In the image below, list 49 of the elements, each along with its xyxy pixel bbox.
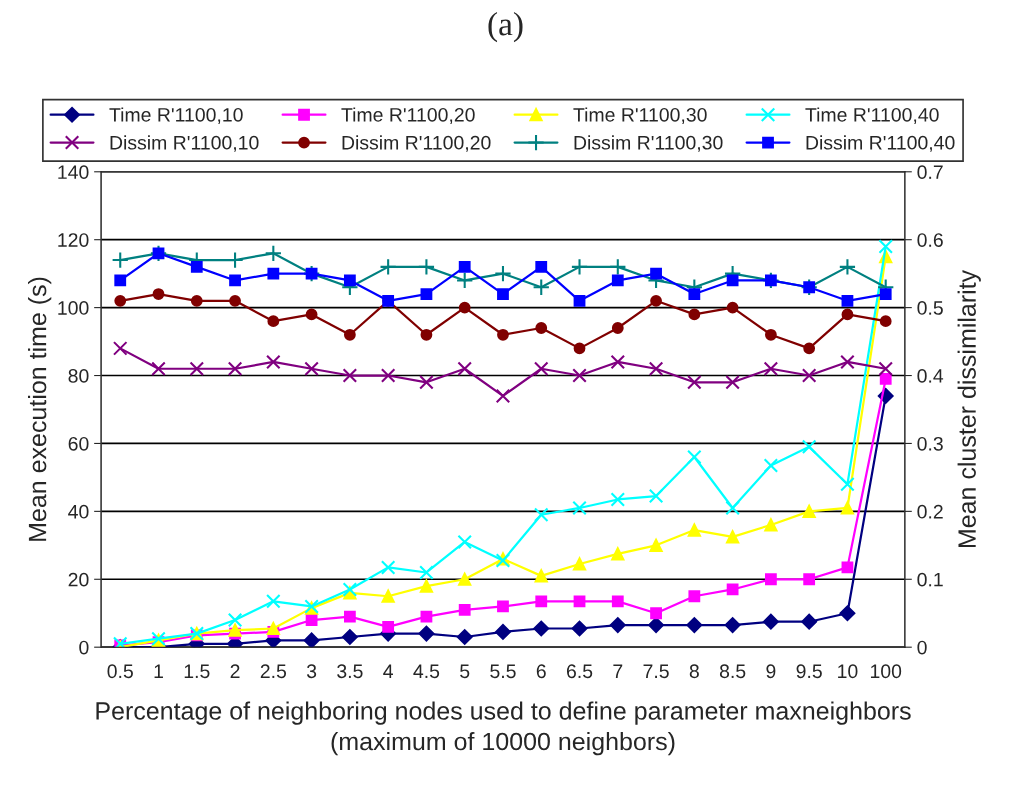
x-tick-label: 7 [613, 664, 623, 678]
legend-label: Time R'1100,40 [805, 107, 939, 125]
y2-tick-label: 0.1 [917, 572, 943, 587]
x-tick-label: 8.5 [719, 664, 746, 679]
y-tick-label: 60 [68, 436, 89, 451]
legend-label: Time R'1100,30 [573, 107, 707, 125]
x-tick-label: 5 [460, 664, 470, 679]
x-tick-label: 100 [870, 664, 902, 679]
x-tick-label: 1 [154, 664, 163, 678]
x-tick-label: 10 [838, 664, 858, 679]
y-tick-label: 120 [58, 233, 89, 247]
y-tick-label: 140 [58, 165, 89, 180]
y-axis-title: Mean execution time (s) [28, 277, 52, 541]
x-tick-label: 9 [766, 664, 776, 679]
x-tick-label: 1.5 [184, 664, 210, 679]
y-tick-label: 20 [68, 572, 89, 587]
x-tick-label: 5.5 [490, 664, 516, 679]
x-tick-label: 6.5 [566, 664, 593, 679]
x-tick-label: 7.5 [643, 664, 669, 679]
y2-tick-label: 0 [917, 640, 927, 655]
legend-label: Dissim R'1100,10 [110, 135, 259, 152]
legend-label: Dissim R'1100,30 [574, 135, 723, 152]
legend-label: Time R'1100,20 [341, 107, 475, 125]
x-tick-label: 0.5 [107, 664, 133, 679]
x-axis-title: Percentage of neighboring nodes used to define parameter maxneighbors (maximum of 10000 neighbors) [96, 701, 911, 756]
y-tick-label: 0 [79, 640, 89, 655]
x-tick-label: 3.5 [337, 664, 363, 679]
y-tick-label: 100 [58, 301, 89, 315]
y2-tick-label: 0.5 [917, 301, 943, 315]
x-tick-label: 9.5 [796, 664, 822, 679]
x-tick-label: 6 [536, 664, 546, 679]
y-tick-label: 80 [68, 369, 89, 383]
y2-tick-label: 0.2 [917, 504, 943, 519]
x-tick-label: 4.5 [413, 664, 440, 679]
legend-label: Time R'1100,10 [109, 107, 243, 125]
x-tick-label: 2 [230, 664, 240, 678]
y-tick-label: 40 [68, 504, 89, 519]
y2-tick-label: 0.6 [917, 233, 943, 247]
y2-axis-title: Mean cluster dissimilarity [957, 269, 981, 548]
y2-tick-label: 0.4 [917, 369, 944, 383]
y2-tick-label: 0.3 [917, 436, 943, 451]
x-tick-label: 2.5 [260, 664, 287, 679]
legend-label: Dissim R'1100,40 [806, 135, 955, 152]
x-tick-label: 8 [689, 664, 699, 679]
y2-tick-label: 0.7 [917, 165, 943, 180]
x-tick-label: 3 [306, 664, 317, 679]
x-tick-label: 4 [383, 664, 393, 678]
legend-label: Dissim R'1100,20 [342, 135, 491, 152]
chart-title: (a) [488, 11, 523, 43]
